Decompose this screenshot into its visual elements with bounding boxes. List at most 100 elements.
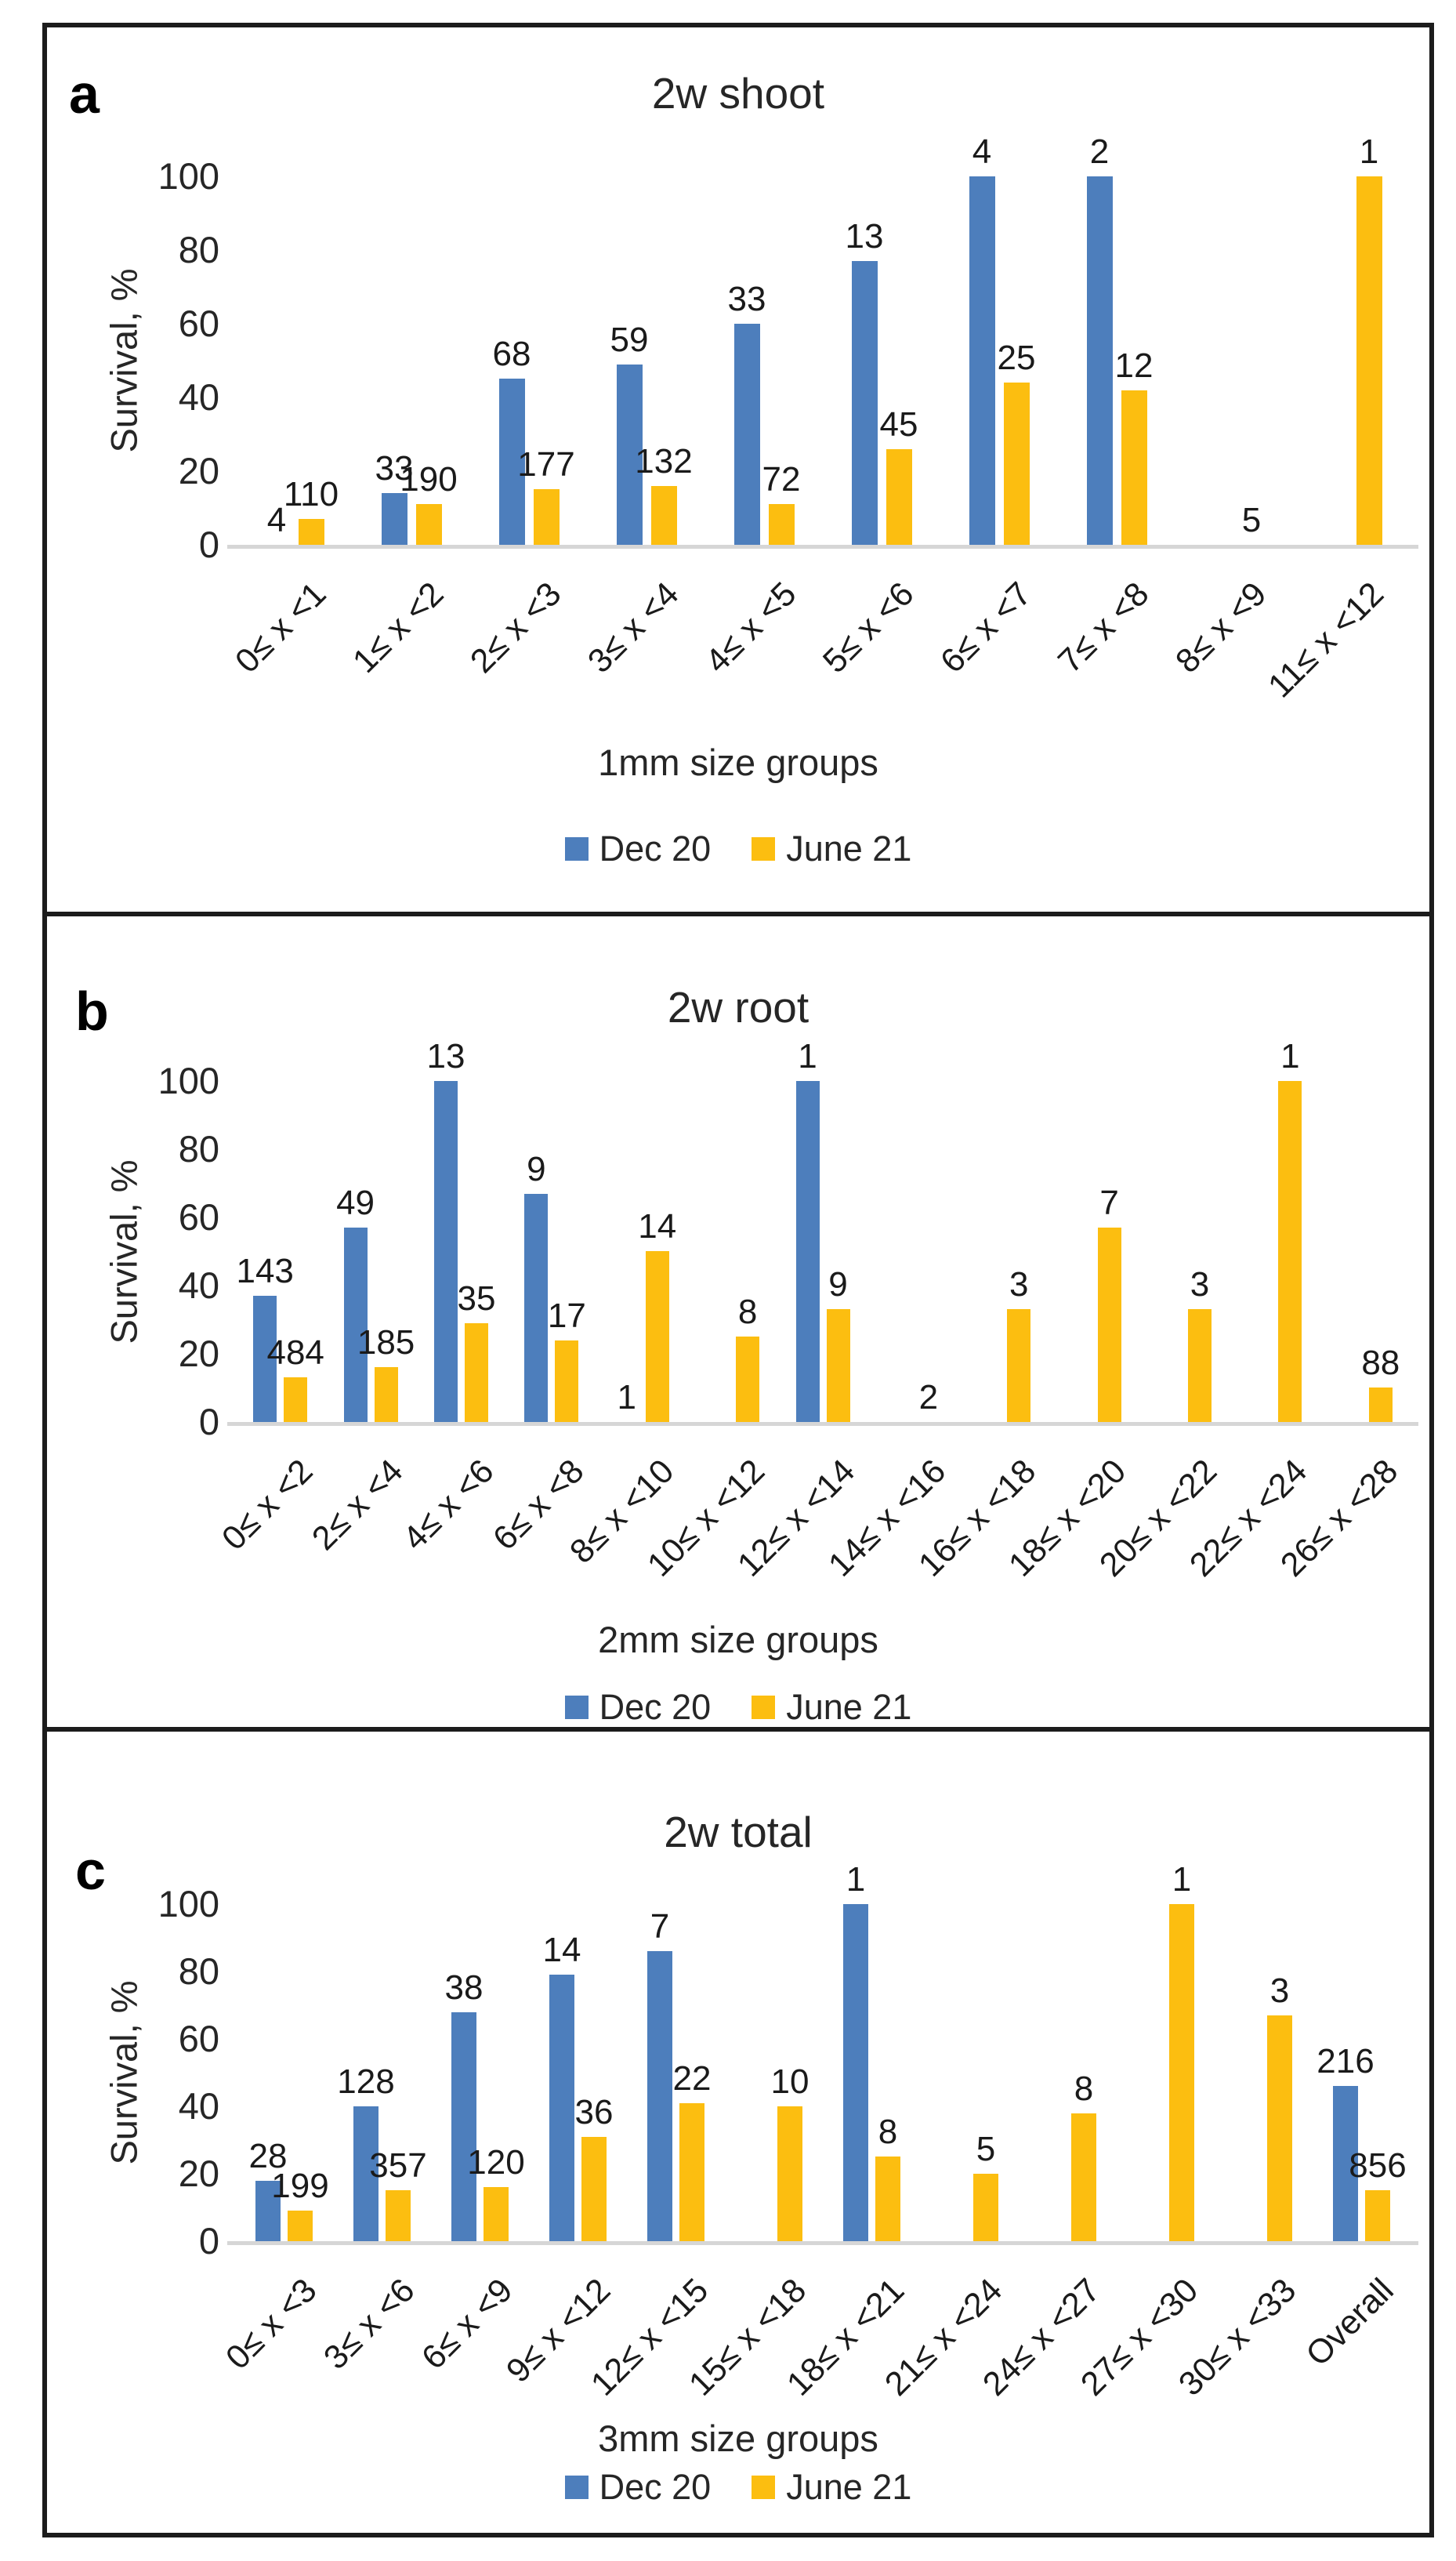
bar-june21-5: [768, 504, 795, 545]
bar-count-label: 1: [1359, 132, 1379, 171]
x-axis-line: [227, 1422, 1418, 1426]
legend-label: Dec 20: [599, 2467, 712, 2507]
bar-count-label: 8: [878, 2113, 898, 2151]
bar-count-label: 3: [1009, 1265, 1029, 1304]
bar-count-label: 13: [426, 1037, 465, 1076]
x-tick-label: 0≤ x <1: [228, 575, 334, 680]
bar-count-label: 72: [762, 460, 801, 499]
x-tick-label: 3≤ x <4: [581, 575, 686, 680]
legend-swatch-june21: [752, 2476, 776, 2499]
bar-count-label: 4: [972, 132, 992, 171]
bar-dec20-4: [616, 365, 643, 545]
x-axis-line: [227, 2241, 1418, 2245]
panel-letter: c: [75, 1840, 106, 1901]
x-tick-label: 7≤ x <8: [1051, 575, 1157, 680]
y-tick-label: 100: [158, 155, 219, 197]
bar-june21-7: [1003, 383, 1030, 545]
bar-count-label: 36: [574, 2093, 614, 2131]
legend-swatch-june21: [752, 837, 776, 861]
bar-june21-10: [1097, 1228, 1121, 1422]
bar-count-label: 45: [879, 405, 918, 444]
y-tick-label: 40: [178, 376, 219, 418]
bar-count-label: 216: [1317, 2042, 1375, 2080]
y-tick-label: 20: [178, 2153, 219, 2194]
bar-count-label: 120: [467, 2143, 525, 2182]
bar-count-label: 9: [828, 1265, 848, 1304]
bar-count-label: 59: [610, 321, 649, 359]
legend-label: Dec 20: [599, 1687, 712, 1727]
bar-count-label: 28: [248, 2137, 288, 2175]
y-tick-label: 60: [178, 303, 219, 344]
bar-june21-7: [875, 2157, 900, 2241]
bar-count-label: 484: [266, 1333, 324, 1372]
bar-count-label: 14: [638, 1207, 677, 1246]
bar-count-label: 88: [1361, 1344, 1400, 1382]
bar-dec20-2: [381, 493, 407, 545]
bar-count-label: 132: [635, 442, 693, 481]
bar-dec20-4: [549, 1975, 574, 2241]
bar-dec20-2: [343, 1228, 368, 1422]
bar-dec20-8: [1086, 176, 1113, 545]
bar-june21-8: [973, 2174, 998, 2241]
panel-letter: a: [69, 63, 100, 125]
bar-june21-2: [374, 1367, 398, 1422]
y-tick-label: 20: [178, 450, 219, 492]
bar-count-label: 2: [1089, 132, 1110, 171]
bar-dec20-7: [795, 1081, 820, 1422]
bar-count-label: 185: [357, 1323, 415, 1362]
y-tick-label: 80: [178, 1950, 219, 1992]
bar-dec20-12: [1333, 2086, 1358, 2241]
bar-count-label: 1: [798, 1037, 817, 1076]
bar-june21-9: [1007, 1309, 1031, 1422]
y-tick-label: 0: [198, 524, 219, 565]
x-tick-label: 3≤ x <6: [316, 2271, 422, 2377]
bar-june21-8: [1121, 390, 1147, 545]
x-axis-title: 3mm size groups: [598, 2418, 878, 2459]
legend-swatch-june21: [752, 1696, 776, 1719]
x-tick-label: 5≤ x <6: [816, 575, 922, 680]
bar-count-label: 14: [542, 1931, 581, 1969]
bar-june21-2: [386, 2190, 411, 2241]
bar-count-label: 1: [1172, 1860, 1192, 1899]
bar-count-label: 190: [400, 460, 458, 499]
bar-june21-1: [284, 1377, 308, 1422]
bar-june21-11: [1267, 2015, 1292, 2241]
bar-june21-12: [1365, 2190, 1390, 2241]
bar-count-label: 8: [1074, 2069, 1094, 2108]
bar-count-label: 357: [369, 2146, 427, 2185]
y-tick-label: 0: [198, 2220, 219, 2262]
bar-june21-6: [777, 2106, 802, 2241]
x-tick-label: 0≤ x <3: [218, 2271, 324, 2377]
bar-count-label: 1: [617, 1378, 636, 1417]
bar-dec20-1: [253, 1296, 277, 1422]
figure: a 2w shoot Survival, % 0 20 40 60 80 100 4 110 0≤ x…: [42, 23, 1434, 2537]
bar-june21-3: [464, 1323, 488, 1422]
bar-count-label: 38: [444, 1968, 484, 2007]
bar-count-label: 35: [457, 1279, 496, 1318]
bar-june21-3: [484, 2187, 509, 2241]
y-tick-label: 60: [178, 2018, 219, 2059]
bar-june21-6: [886, 449, 912, 545]
bar-dec20-3: [433, 1081, 458, 1422]
bar-count-label: 9: [527, 1150, 546, 1188]
y-tick-label: 60: [178, 1196, 219, 1238]
y-axis-title: Survival, %: [103, 1980, 145, 2165]
bar-count-label: 13: [845, 217, 884, 256]
bar-count-label: 856: [1349, 2146, 1407, 2185]
bar-june21-13: [1368, 1388, 1393, 1422]
bar-june21-6: [736, 1337, 760, 1422]
legend-item-june21: June 21: [752, 2467, 911, 2508]
chart-title: 2w root: [667, 983, 809, 1032]
bar-june21-5: [679, 2103, 704, 2241]
legend: Dec 20 June 21: [47, 1687, 1429, 1728]
bar-count-label: 25: [997, 339, 1036, 377]
y-tick-label: 100: [158, 1883, 219, 1924]
x-tick-label: 1≤ x <2: [346, 575, 451, 680]
x-tick-label: 0≤ x <2: [214, 1452, 321, 1558]
x-tick-label: 6≤ x <7: [933, 575, 1039, 680]
bar-count-label: 33: [375, 449, 414, 488]
y-tick-label: 0: [198, 1401, 219, 1442]
legend-label: Dec 20: [599, 829, 712, 869]
y-axis-title: Survival, %: [103, 268, 145, 453]
